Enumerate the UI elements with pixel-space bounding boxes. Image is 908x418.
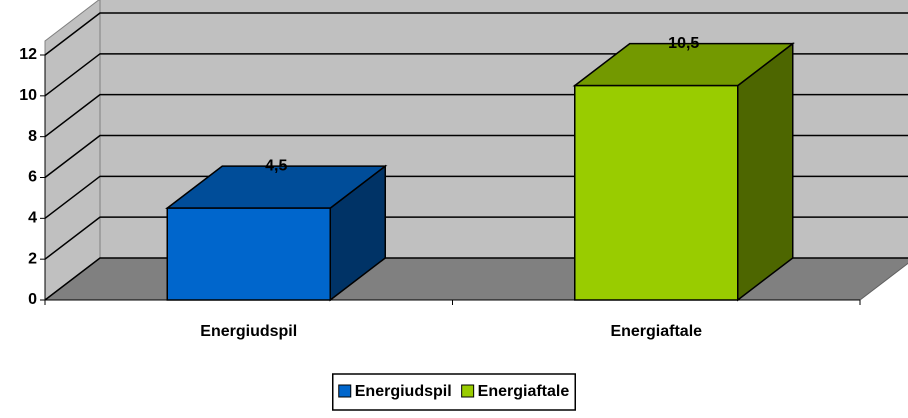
legend-label: Energiudspil — [355, 383, 452, 400]
legend-swatch — [461, 384, 475, 398]
legend-box — [332, 373, 576, 411]
y-tick-label: 4 — [28, 210, 37, 227]
bar — [166, 207, 331, 301]
y-tick-label: 6 — [28, 169, 37, 186]
y-tick-label: 0 — [28, 291, 37, 308]
x-tick-label: Energiudspil — [200, 323, 297, 340]
side-wall — [44, 0, 101, 302]
y-tick-label: 2 — [28, 250, 37, 267]
data-label: 10,5 — [668, 35, 699, 52]
legend: Energiudspil Energiaftale — [332, 373, 576, 411]
legend-swatch — [338, 384, 352, 398]
data-label: 4,5 — [265, 157, 287, 174]
bar-side — [737, 42, 794, 302]
y-tick-label: 12 — [19, 46, 37, 63]
grid-line — [44, 12, 908, 56]
x-tick-label: Energiaftale — [610, 323, 702, 340]
y-tick-label: 8 — [28, 128, 37, 145]
legend-label: Energiaftale — [478, 383, 570, 400]
y-tick-label: 10 — [19, 87, 37, 104]
bar — [574, 84, 739, 301]
